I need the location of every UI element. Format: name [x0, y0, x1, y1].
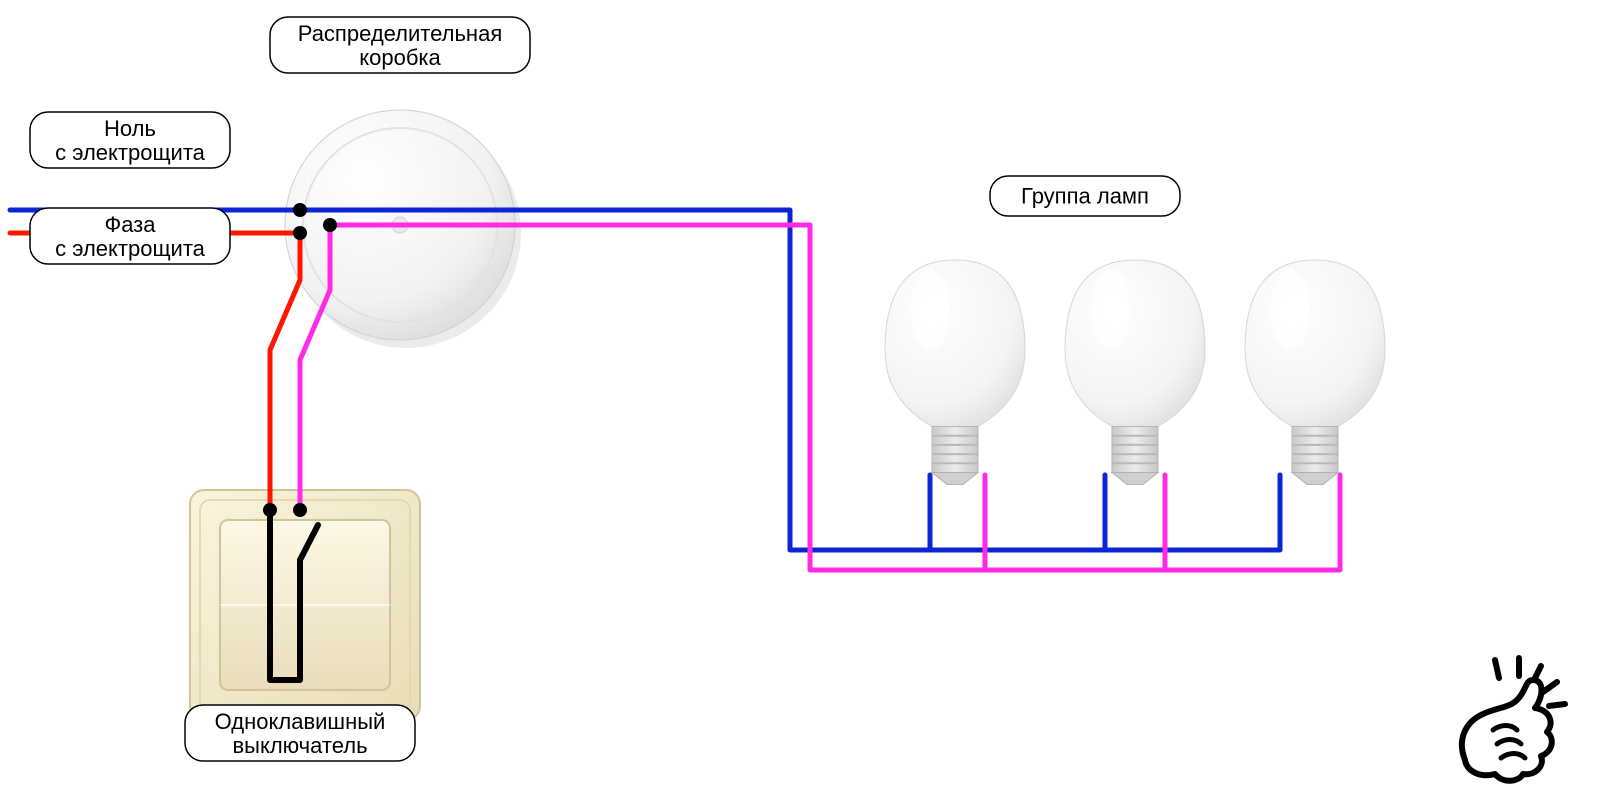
bulb-2 — [1065, 260, 1205, 485]
svg-text:с электрощита: с электрощита — [55, 236, 206, 261]
wiring-diagram: РаспределительнаякоробкаНольс электрощит… — [0, 0, 1600, 800]
svg-text:Группа ламп: Группа ламп — [1021, 184, 1149, 209]
wall-switch — [190, 490, 420, 720]
junction-dot — [263, 503, 277, 517]
svg-text:коробка: коробка — [359, 45, 441, 70]
label-junction-box: Распределительнаякоробка — [270, 17, 530, 73]
wire-phase-in — [10, 233, 300, 510]
junction-dot — [293, 226, 307, 240]
bulb-1 — [885, 260, 1025, 485]
junction-dot — [323, 218, 337, 232]
label-switch: Одноклавишныйвыключатель — [185, 705, 415, 761]
svg-text:с электрощита: с электрощита — [55, 140, 206, 165]
junction-dot — [293, 203, 307, 217]
label-neutral: Нольс электрощита — [30, 112, 230, 168]
svg-text:Фаза: Фаза — [104, 212, 156, 237]
bulb-3 — [1245, 260, 1385, 485]
label-lamps: Группа ламп — [990, 176, 1180, 216]
svg-text:Ноль: Ноль — [104, 116, 156, 141]
snap-logo-icon — [1462, 658, 1565, 781]
svg-text:выключатель: выключатель — [232, 733, 367, 758]
svg-text:Распределительная: Распределительная — [298, 21, 502, 46]
svg-text:Одноклавишный: Одноклавишный — [215, 709, 386, 734]
label-phase: Фазас электрощита — [30, 208, 230, 264]
junction-dot — [293, 503, 307, 517]
